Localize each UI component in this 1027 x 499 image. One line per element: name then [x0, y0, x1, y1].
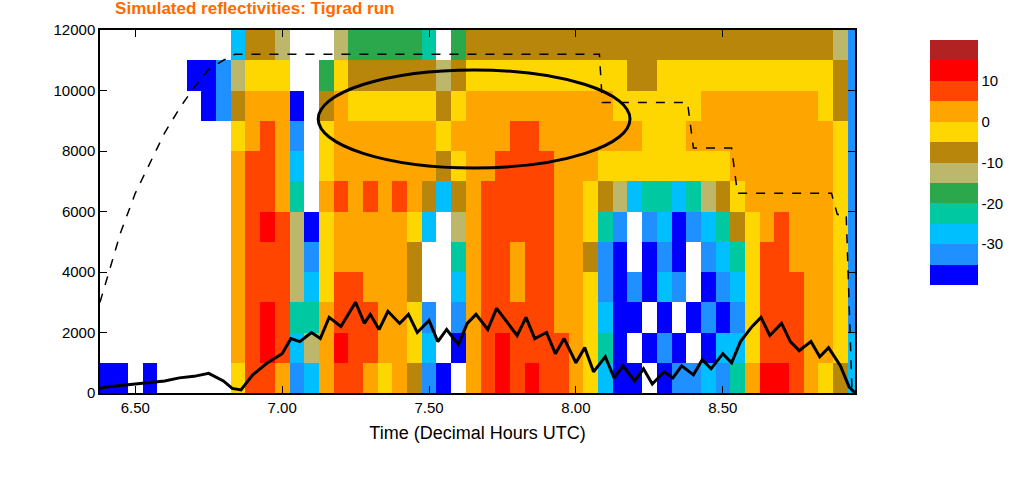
- svg-text:7.50: 7.50: [414, 399, 443, 416]
- svg-text:-20: -20: [982, 195, 1004, 212]
- svg-text:12000: 12000: [54, 21, 96, 38]
- svg-text:Simulated reflectivities: Tigr: Simulated reflectivities: Tigrad run: [115, 0, 394, 18]
- svg-text:10000: 10000: [54, 82, 96, 99]
- svg-text:4000: 4000: [62, 263, 95, 280]
- svg-text:0: 0: [982, 113, 990, 130]
- svg-text:Time (Decimal Hours UTC): Time (Decimal Hours UTC): [369, 423, 585, 443]
- svg-text:2000: 2000: [62, 324, 95, 341]
- svg-text:-10: -10: [982, 154, 1004, 171]
- svg-text:7.00: 7.00: [268, 399, 297, 416]
- svg-text:8.00: 8.00: [561, 399, 590, 416]
- svg-text:-30: -30: [982, 235, 1004, 252]
- svg-text:6000: 6000: [62, 203, 95, 220]
- svg-text:10: 10: [982, 72, 999, 89]
- svg-text:6.50: 6.50: [121, 399, 150, 416]
- svg-text:8000: 8000: [62, 142, 95, 159]
- svg-text:8.50: 8.50: [708, 399, 737, 416]
- svg-text:0: 0: [87, 384, 95, 401]
